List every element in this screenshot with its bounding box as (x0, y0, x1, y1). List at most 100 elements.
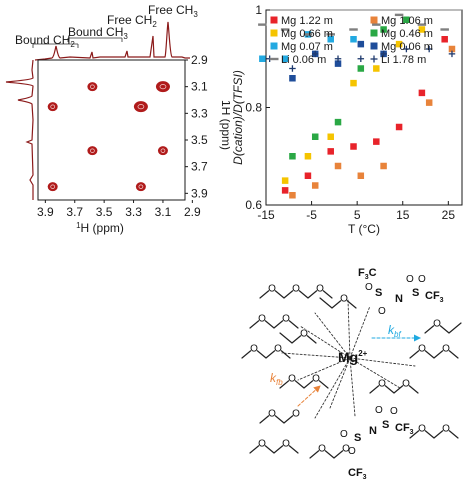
oxygen-atom: O (258, 439, 266, 450)
oxygen-atom: O (433, 319, 441, 330)
oxygen-atom-bg (282, 314, 290, 322)
nmr-peak-contour (159, 84, 167, 90)
data-point-mg-1-06-m (289, 192, 296, 199)
oxygen-atom-bg (442, 424, 450, 432)
nmr-x-tick-label: 3.5 (96, 205, 113, 219)
bound-ch3-label: Bound CH3 (68, 25, 128, 41)
data-point-mg-0-06-m (334, 60, 342, 67)
nmr-x-axis: 3.9 3.7 3.5 3.3 3.1 2.9 (37, 200, 201, 219)
oxygen-atom: O (418, 344, 426, 355)
tfsi-anion-top: F3C S N S CF3 O O O O (358, 267, 444, 317)
nmr-cross-peak (157, 146, 168, 156)
svg-text:S: S (375, 287, 382, 299)
chart-x-tick-label: 5 (354, 208, 361, 222)
data-point-mg-1-06-m (448, 45, 456, 53)
oxygen-atom: O (442, 344, 450, 355)
oxygen-atom: O (282, 314, 290, 325)
oxygen-atom-bg (300, 329, 308, 337)
data-point-li-1-78-m (403, 45, 410, 53)
chart-x-tick-label: -5 (306, 208, 317, 222)
oxygen-atom-bg (312, 374, 320, 382)
legend-marker-mg-1-06-m (370, 16, 378, 24)
diffusion-chart-panel: -15 -5 5 15 25 0.6 0.8 1 T (°C) D(cation)/D(TFSI)… (228, 0, 474, 240)
oxygen-atom-bg (318, 444, 326, 452)
data-point-mg-0-66-m (395, 40, 403, 48)
data-point-li-1-78-m (311, 50, 319, 58)
oxygen-atom: O (268, 284, 276, 295)
data-point-mg-0-46-m (403, 16, 410, 23)
data-point-li-1-78-m (334, 55, 342, 62)
data-point-mg-1-06-m (357, 172, 365, 179)
legend-label: Li 0.06 m (281, 54, 326, 66)
nmr-peak-contour (138, 184, 144, 189)
bound-ch2-label: Bound CH2 (15, 33, 75, 49)
oxygen-atom-bg (418, 344, 426, 352)
data-point-li-0-06-m (394, 13, 404, 17)
data-point-mg-1-22-m (441, 36, 448, 43)
oxygen-atom-bg (402, 379, 410, 387)
free-ch2-label: Free CH2 (107, 13, 157, 29)
nmr-peak-contour (90, 84, 95, 89)
data-point-mg-1-22-m (281, 187, 289, 194)
oxygen-atom-bg (274, 344, 282, 352)
oxygen-atom: O (316, 284, 324, 295)
data-point-mg-0-66-m (418, 26, 426, 33)
oxygen-atom-bg (418, 424, 426, 432)
oxygen-atom-bg (258, 439, 266, 447)
oxygen-atom: O (300, 329, 308, 340)
legend-marker-mg-0-46-m (370, 29, 378, 37)
svg-text:O: O (390, 406, 398, 417)
oxygen-atom: O (342, 444, 350, 455)
oxygen-atom-bg (433, 319, 441, 327)
oxygen-atom: O (282, 439, 290, 450)
nmr-y-tick-label: 2.9 (191, 53, 208, 67)
oxygen-atom-bg (250, 344, 258, 352)
svg-text:O: O (340, 429, 348, 440)
legend-marker-mg-0-06-m (370, 42, 378, 50)
data-point-li-1-78-m (289, 65, 296, 72)
data-point-mg-1-22-m (373, 138, 380, 145)
legend-label: Mg 1.22 m (281, 15, 333, 27)
data-point-mg-0-66-m (327, 133, 334, 140)
mg-coordination-scheme: O O OO OO OO OO OO O O OO OO OOO OOO F3C S N S CF3 O… (241, 267, 462, 481)
chart-y-tick-label: 0.6 (245, 198, 262, 212)
nmr-y-tick-label: 3.9 (191, 186, 208, 200)
nmr-y-tick-label: 3.1 (191, 80, 208, 94)
data-point-li-0-06-m (326, 33, 335, 36)
chart-x-tick-label: 25 (442, 208, 456, 222)
nmr-cross-peak (133, 101, 148, 113)
free-ch3-label: Free CH3 (148, 3, 198, 19)
data-point-mg-0-66-m (350, 79, 357, 87)
nmr-panel: Bound CH2 Bound CH3 Free CH2 Free CH3 3.… (0, 0, 233, 240)
data-point-mg-0-46-m (357, 65, 365, 72)
oxygen-atom-bg (288, 374, 296, 382)
data-point-mg-0-46-m (311, 133, 319, 140)
svg-text:O: O (406, 274, 414, 285)
nmr-cross-peak (47, 182, 58, 192)
nmr-x-tick-label: 3.7 (66, 205, 83, 219)
oxygen-atom: O (378, 379, 386, 390)
nmr-x-tick-label: 2.9 (184, 205, 201, 219)
legend-label: Li 1.78 m (381, 54, 426, 66)
nmr-1d-spectrum-top (34, 21, 190, 61)
data-point-mg-0-46-m (289, 153, 296, 160)
nmr-peak-contour (50, 104, 56, 109)
oxygen-atom: O (250, 344, 258, 355)
svg-text:N: N (395, 293, 403, 305)
data-point-li-1-78-m (380, 50, 387, 58)
nmr-peak-contour (50, 184, 56, 189)
chart-y-tick-label: 0.8 (245, 101, 262, 115)
data-point-mg-0-07-m (259, 55, 266, 62)
oxygen-atom-bg (316, 284, 324, 292)
oxygen-atom-bg (340, 294, 348, 302)
legend-label: Mg 0.66 m (281, 28, 333, 40)
data-point-li-0-06-m (258, 23, 267, 26)
svg-text:S: S (354, 432, 361, 444)
oxygen-atom: O (292, 284, 300, 295)
oxygen-atom-bg (442, 344, 450, 352)
oxygen-atom: O (288, 374, 296, 385)
svg-text:O: O (378, 306, 386, 317)
data-point-mg-0-06-m (357, 40, 365, 48)
data-point-mg-0-46-m (334, 118, 342, 126)
svg-text:O: O (365, 282, 373, 293)
